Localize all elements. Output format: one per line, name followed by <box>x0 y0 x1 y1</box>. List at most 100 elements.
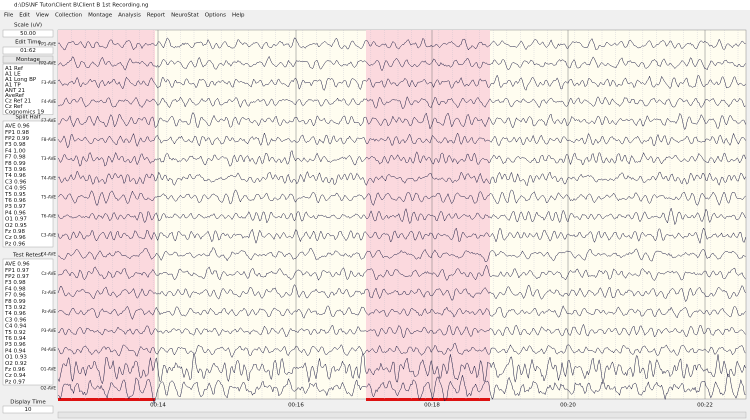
channel-label: T5-AVE <box>40 194 56 199</box>
title-bar <box>0 0 750 10</box>
list-item[interactable]: O2 0.95 <box>5 223 27 229</box>
channel-label: T4-AVE <box>40 175 56 180</box>
button-label: Montage <box>16 57 41 63</box>
list-item[interactable]: Cz 0.96 <box>5 235 26 241</box>
list-item[interactable]: C4 0.94 <box>5 324 27 330</box>
list-item[interactable]: O1 0.93 <box>5 355 27 361</box>
list-item[interactable]: F8 0.99 <box>5 299 26 305</box>
channel-label: F8-AVE <box>41 137 56 142</box>
list-item[interactable]: F7 0.98 <box>5 155 26 161</box>
list-item[interactable]: C4 0.95 <box>5 186 27 192</box>
channel-label: O1-AVE <box>41 366 57 371</box>
list-item[interactable]: FP2 0.97 <box>5 274 29 280</box>
list-item[interactable]: F4 0.98 <box>5 286 26 292</box>
eeg-trace <box>57 342 746 358</box>
list-item[interactable]: P3 0.96 <box>5 342 26 348</box>
time-label: 00:18 <box>424 403 440 409</box>
menu-item[interactable]: Help <box>232 13 245 19</box>
eeg-trace <box>57 74 746 91</box>
list-item[interactable]: C3 0.96 <box>5 317 27 323</box>
menu-item[interactable]: View <box>36 13 50 19</box>
list-item[interactable]: Pz 0.97 <box>5 379 26 385</box>
list-item[interactable]: FP1 0.97 <box>5 268 29 274</box>
field <box>2 46 54 55</box>
channel-label: Pz-AVE <box>42 309 57 314</box>
scrollbar[interactable] <box>57 411 747 419</box>
list-item[interactable]: P4 0.94 <box>5 348 26 354</box>
window-title: d:\DS\NF Tutor\Client B\Client B 1st Rec… <box>14 3 148 9</box>
list-item[interactable]: F7 0.96 <box>5 293 26 299</box>
list-item[interactable]: T6 0.96 <box>4 198 26 204</box>
list-item[interactable]: F3 0.98 <box>5 280 26 286</box>
list-item[interactable]: Fz 0.96 <box>5 367 26 373</box>
list-item[interactable]: F3 0.98 <box>5 142 26 148</box>
list-item[interactable]: P3 0.97 <box>5 204 26 210</box>
list-item[interactable]: AveRef <box>5 93 25 99</box>
field-value[interactable]: 50.00 <box>20 31 36 37</box>
list-item[interactable]: F8 0.99 <box>5 161 26 167</box>
list-item[interactable]: AVE 0.96 <box>5 124 30 130</box>
menu-item[interactable]: Options <box>205 13 226 19</box>
field-label: Edit Time <box>15 40 41 46</box>
menu-item[interactable]: Montage <box>88 13 113 19</box>
eeg-trace <box>57 284 746 303</box>
menu-item[interactable]: File <box>4 13 14 19</box>
eeg-trace <box>57 323 746 339</box>
eeg-trace <box>57 149 746 167</box>
list-item[interactable]: O2 0.92 <box>5 361 27 367</box>
list-item[interactable]: Cz Ref 21 <box>5 99 31 105</box>
list-item[interactable]: A1 LE <box>5 72 21 78</box>
list-item[interactable]: Cognomics 19 <box>5 109 45 115</box>
artifact-marker <box>366 398 490 401</box>
channel-label: C4-AVE <box>41 252 56 257</box>
list-item[interactable]: F4 1.00 <box>5 148 26 154</box>
list-item[interactable]: Pz 0.96 <box>5 241 26 247</box>
list-item[interactable]: T3 0.96 <box>4 167 26 173</box>
channel-label: F3-AVE <box>41 80 56 85</box>
section-label: Test Retest <box>12 253 44 259</box>
channel-label: P3-AVE <box>41 328 56 333</box>
menu-item[interactable]: NeuroStat <box>171 13 200 19</box>
list-item[interactable]: FP2 0.99 <box>5 136 29 142</box>
button[interactable] <box>2 55 54 64</box>
channel-label: Cz-AVE <box>41 271 56 276</box>
list-item[interactable]: O1 0.97 <box>5 217 27 223</box>
eeg-trace <box>57 305 746 321</box>
list-item[interactable]: T4 0.96 <box>4 311 26 317</box>
list-item[interactable]: ANT 21 <box>5 88 25 94</box>
list-item[interactable]: Cz Ref <box>5 104 23 110</box>
section-label: Split Half <box>16 115 42 121</box>
list-item[interactable]: A1 Ref <box>5 66 24 72</box>
field <box>2 258 54 386</box>
list-item[interactable]: A1 TP <box>5 82 21 88</box>
list-item[interactable]: Cz 0.94 <box>5 373 26 379</box>
eeg-trace <box>57 37 746 51</box>
list-item[interactable]: T4 0.96 <box>4 173 26 179</box>
list-item[interactable]: P4 0.96 <box>5 210 26 216</box>
field-label: Scale (uV) <box>14 23 42 29</box>
field-value[interactable]: 10 <box>25 407 32 413</box>
field-value[interactable]: 01:62 <box>20 48 36 54</box>
eeg-trace <box>57 132 746 149</box>
channel-label: T6-AVE <box>40 214 56 219</box>
eeg-trace <box>57 373 746 405</box>
field <box>2 29 54 38</box>
eeg-trace <box>57 264 746 281</box>
list-item[interactable]: T3 0.92 <box>4 305 26 311</box>
list-item[interactable]: AVE 0.96 <box>5 262 30 268</box>
menu-item[interactable]: Report <box>147 13 166 19</box>
list-item[interactable]: A1 Long BP <box>5 77 37 83</box>
list-item[interactable]: T5 0.95 <box>4 192 26 198</box>
menu-item[interactable]: Edit <box>19 13 30 19</box>
list-item[interactable]: T5 0.92 <box>4 330 26 336</box>
list-item[interactable]: Fz 0.98 <box>5 229 26 235</box>
channel-label: FP2-AVE <box>39 61 56 66</box>
channel-label: C3-AVE <box>41 233 56 238</box>
menu-item[interactable]: Analysis <box>118 13 141 19</box>
list-item[interactable]: FP1 0.98 <box>5 130 29 136</box>
eeg-trace <box>57 189 746 206</box>
list-item[interactable]: C3 0.96 <box>5 179 27 185</box>
menu-item[interactable]: Collection <box>55 13 83 19</box>
list-item[interactable]: T6 0.94 <box>4 336 26 342</box>
